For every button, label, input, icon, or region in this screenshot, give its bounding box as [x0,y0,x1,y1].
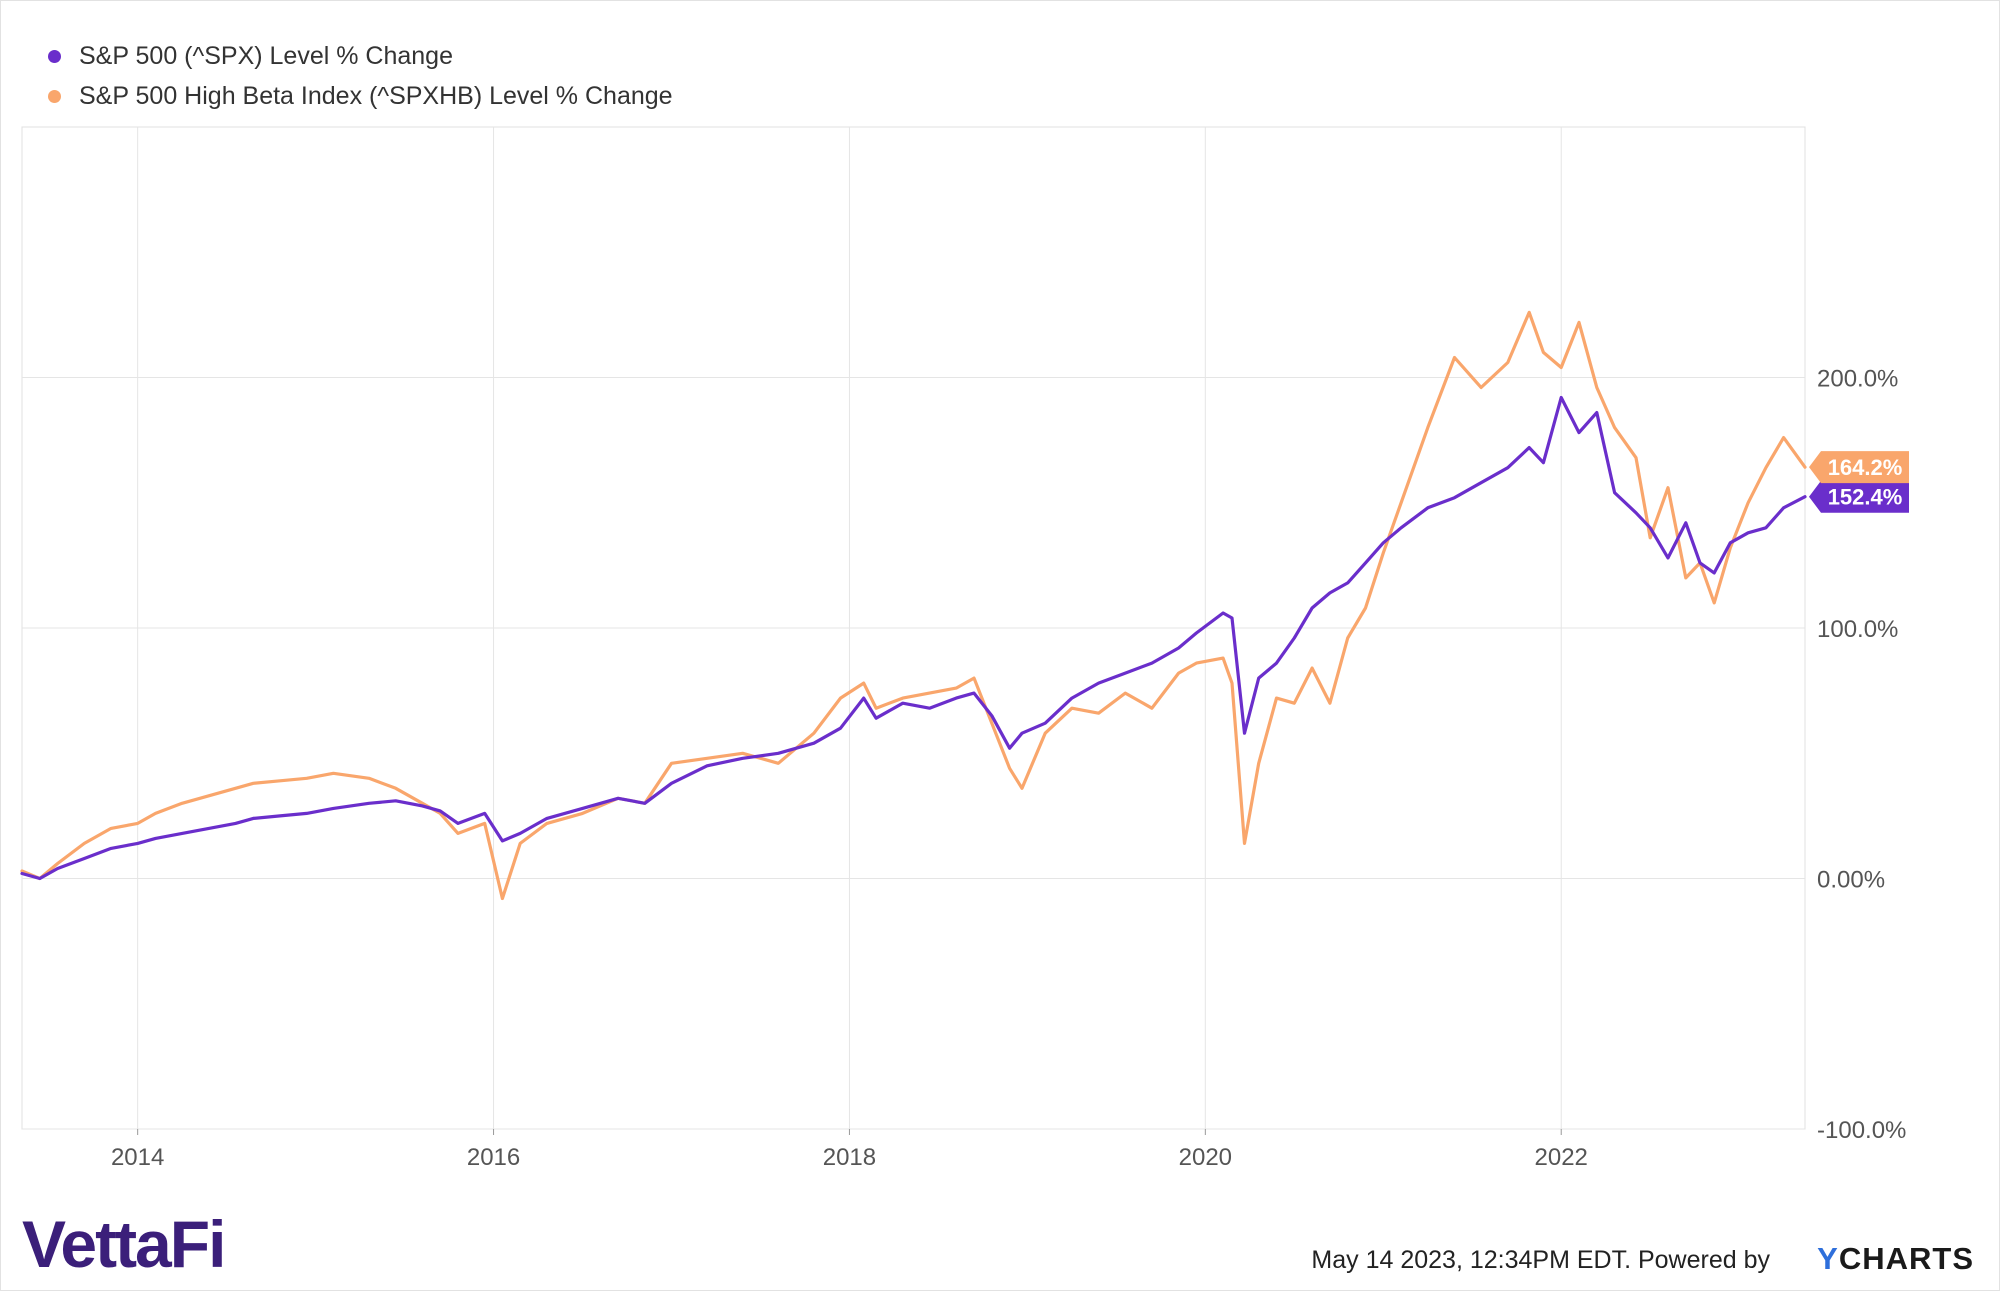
legend-dot-spxhb [48,89,61,103]
ycharts-logo[interactable]: YCHARTS [1817,1241,1974,1277]
end-flag-spxhb [1809,451,1909,484]
x-tick-label: 2016 [467,1144,520,1171]
x-tick-label: 2022 [1535,1144,1588,1171]
legend-item-spxhb[interactable]: S&P 500 High Beta Index (^SPXHB) Level %… [48,76,673,116]
logo-text: VettaFi [22,1207,226,1281]
x-tick-label: 2014 [111,1144,164,1171]
end-flag-spx [1809,480,1909,513]
series-line-spx [20,395,1807,881]
y-tick-label: 200.0% [1817,366,1898,393]
ycharts-logo-y: Y [1817,1241,1839,1276]
legend-dot-spx [48,49,61,63]
x-tick-label: 2020 [1179,1144,1232,1171]
vettafi-logo: VettaFi [22,1207,226,1281]
legend-item-spx[interactable]: S&P 500 (^SPX) Level % Change [48,36,673,76]
end-label-spx: 152.4% [1828,485,1903,510]
y-tick-label: 0.00% [1817,867,1885,894]
legend-label-spxhb: S&P 500 High Beta Index (^SPXHB) Level %… [79,81,673,110]
y-tick-label: -100.0% [1817,1117,1906,1144]
ycharts-logo-text: CHARTS [1838,1241,1974,1276]
end-label-spxhb: 164.2% [1828,455,1903,480]
y-tick-label: 100.0% [1817,616,1898,643]
series-line-spxhb [20,310,1807,901]
legend: S&P 500 (^SPX) Level % Change S&P 500 Hi… [48,36,673,116]
legend-label-spx: S&P 500 (^SPX) Level % Change [79,41,453,70]
footer-timestamp: May 14 2023, 12:34PM EDT. Powered by [1311,1246,1770,1274]
x-tick-label: 2018 [823,1144,876,1171]
